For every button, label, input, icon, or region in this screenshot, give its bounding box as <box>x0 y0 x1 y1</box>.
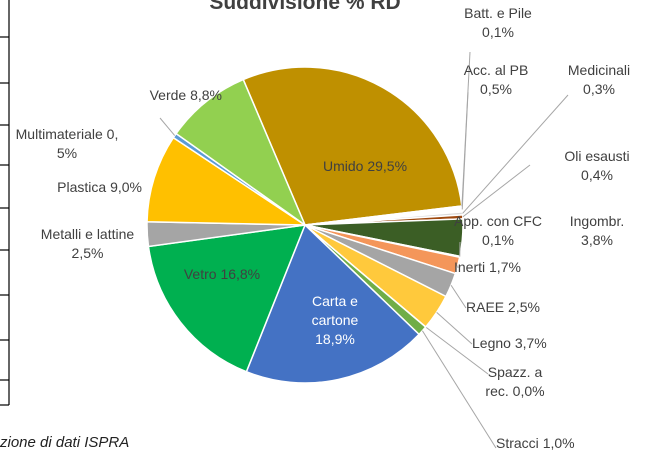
data-label: Acc. al PB 0,5% <box>453 61 539 99</box>
chart-title: Suddivisione % RD <box>209 0 401 14</box>
value-label: 16,8% <box>220 266 261 282</box>
leader-line <box>462 94 569 214</box>
category-label: RAEE <box>466 299 505 315</box>
value-label: 1,0% <box>542 435 575 451</box>
category-label: Spazz. a rec. <box>485 364 543 399</box>
leader-line <box>461 91 469 210</box>
data-label: Batt. e Pile 0,1% <box>463 4 533 42</box>
value-label: 3,8% <box>581 232 613 248</box>
data-label: RAEE 2,5% <box>466 298 566 317</box>
leader-line <box>425 326 489 375</box>
value-label: 18,9% <box>315 331 355 347</box>
value-label: 0,0% <box>512 383 545 399</box>
table-border <box>0 0 10 406</box>
leader-line <box>421 330 497 449</box>
category-label: Verde <box>149 87 187 103</box>
pie-slice <box>147 224 307 373</box>
leader-line <box>436 311 473 345</box>
leader-line <box>462 164 531 218</box>
data-label: Inerti 1,7% <box>454 258 554 277</box>
data-label: Carta e cartone 18,9% <box>290 292 380 349</box>
data-label: Vetro 16,8% <box>162 265 282 284</box>
data-label: App. con CFC 0,1% <box>452 212 544 250</box>
value-label: 8,8% <box>190 87 222 103</box>
category-label: Stracci <box>496 435 539 451</box>
category-label: App. con CFC <box>454 213 542 229</box>
data-label: Legno 3,7% <box>472 334 572 353</box>
data-label: Verde 8,8% <box>60 86 222 105</box>
value-label: 0,1% <box>482 24 514 40</box>
data-label: Spazz. a rec. 0,0% <box>480 363 550 401</box>
data-label: Stracci 1,0% <box>496 434 606 453</box>
data-label: Oli esausti 0,4% <box>551 147 643 185</box>
category-label: Acc. al PB <box>463 62 529 78</box>
category-label: Plastica <box>57 179 107 195</box>
value-label: 9,0% <box>110 179 142 195</box>
leader-line <box>159 117 176 136</box>
leader-line <box>450 284 467 309</box>
category-label: Umido <box>322 158 364 174</box>
category-label: Batt. e Pile <box>464 5 532 21</box>
category-label: Legno <box>472 335 511 351</box>
pie-slice <box>242 66 463 226</box>
category-label: Medicinali <box>567 62 631 78</box>
value-label: 0,4% <box>581 167 613 183</box>
source-note: zione di dati ISPRA <box>0 434 130 451</box>
data-label: Metalli e lattine 2,5% <box>30 225 145 263</box>
data-label: Umido 29,5% <box>290 157 440 176</box>
category-label: Metalli e lattine <box>40 226 135 242</box>
value-label: 1,7% <box>489 259 521 275</box>
category-label: Ingombr. <box>569 213 625 229</box>
data-label: Ingombr. 3,8% <box>555 212 639 250</box>
data-label: Multimateriale 0,5% <box>8 125 126 163</box>
value-label: 0,1% <box>482 232 514 248</box>
category-label: Inerti <box>454 259 486 275</box>
value-label: 0,3% <box>583 81 615 97</box>
value-label: 2,5% <box>508 299 540 315</box>
category-label: Vetro <box>183 266 217 282</box>
value-label: 2,5% <box>71 245 104 261</box>
category-label: Carta e cartone <box>311 293 359 328</box>
pie-slice <box>146 136 308 226</box>
value-label: 3,7% <box>514 335 547 351</box>
data-label: Medicinali 0,3% <box>553 61 645 99</box>
pie-slice <box>175 78 307 228</box>
value-label: 29,5% <box>367 158 408 174</box>
category-label: Oli esausti <box>564 148 630 164</box>
data-label: Plastica 9,0% <box>20 178 142 197</box>
value-label: 0,5% <box>480 81 512 97</box>
category-label: Multimateriale <box>15 126 103 142</box>
value-label: 0,5% <box>56 126 119 161</box>
